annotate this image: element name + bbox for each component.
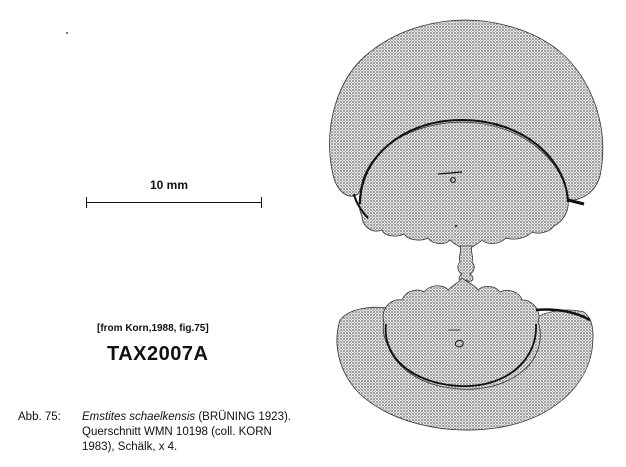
upper-inner-whorl (358, 121, 569, 253)
caption-label: Abb. 75: (18, 411, 61, 423)
upper-suture-line (359, 118, 569, 205)
siphuncle-mark (437, 171, 463, 175)
figure-caption: Abb. 75: Emstites schaelkensis (BRÜNING 1… (18, 410, 291, 455)
scale-label: 10 mm (150, 178, 189, 192)
stray-dot (66, 32, 68, 34)
umbilical-strand (457, 245, 475, 282)
source-reference: [from Korn,1988, fig.75] (97, 323, 209, 334)
lower-suture-line (384, 323, 537, 387)
caption-species: Emstites schaelkensis (82, 411, 196, 423)
caption-line-2: Querschnitt WMN 10198 (coll. KORN (82, 426, 272, 438)
taxon-id: TAX2007A (107, 343, 209, 365)
siphuncle-dot (450, 177, 456, 183)
caption-author: (BRÜNING 1923). (198, 411, 291, 423)
ammonoid-cross-section (329, 19, 604, 431)
scale-bar-left-tick (86, 197, 87, 208)
scale-bar (86, 202, 262, 203)
lower-inner-whorl (382, 277, 541, 390)
scale-bar-right-tick (261, 197, 262, 208)
caption-line-3: 1983), Schälk, x 4. (82, 441, 178, 453)
